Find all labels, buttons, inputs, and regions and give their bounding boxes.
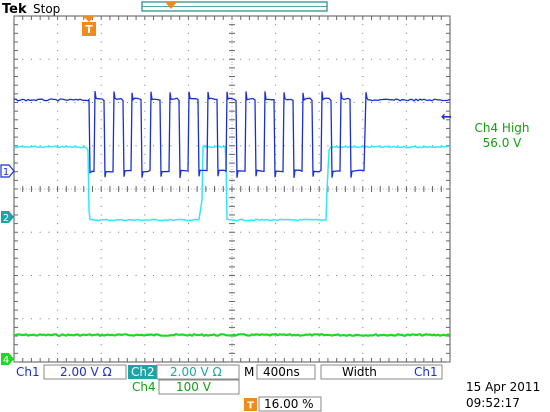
ch2-ground-marker[interactable]: 2	[1, 211, 14, 224]
ch4-trace	[13, 332, 451, 338]
acquisition-status: Stop	[33, 2, 60, 16]
ch1-marker-label: 1	[3, 167, 9, 178]
ch1-label[interactable]: Ch1	[16, 365, 40, 379]
ch4-label[interactable]: Ch4	[132, 380, 156, 394]
ch2-marker-label: 2	[3, 213, 9, 224]
ch4-scale[interactable]: 100 V	[176, 380, 212, 394]
ch1-trace	[13, 91, 451, 178]
tek-logo: Tek	[2, 2, 27, 17]
ch4-marker-label: 4	[3, 355, 9, 366]
trigger-position-icon	[165, 2, 177, 9]
date-display: 15 Apr 2011	[466, 380, 540, 394]
ch4-ground-marker[interactable]: 4	[1, 353, 14, 366]
trigger-point-marker[interactable]: T	[82, 16, 96, 36]
ch2-label[interactable]: Ch2	[131, 365, 155, 379]
trigger-marker-label: T	[85, 23, 93, 36]
graticule	[13, 15, 451, 363]
timebase-prefix: M	[244, 365, 254, 379]
time-display: 09:52:17	[466, 396, 520, 410]
trigger-level-icon[interactable]: ←	[441, 110, 452, 125]
ch1-ground-marker[interactable]: 1	[0, 164, 15, 178]
trigger-position-value: 16.00 %	[264, 397, 314, 411]
measurement-source[interactable]: Ch1	[414, 365, 438, 379]
trigger-position-icon-label: T	[247, 401, 254, 412]
timebase-value[interactable]: 400ns	[263, 365, 300, 379]
trigger-position-readout[interactable]: T 16.00 %	[244, 396, 322, 412]
waveforms	[13, 91, 451, 338]
ch2-trace	[13, 144, 451, 222]
measurement-type[interactable]: Width	[342, 365, 377, 379]
measurement-title: Ch4 High	[474, 121, 529, 135]
record-position-bar[interactable]	[141, 1, 328, 12]
measurement-value: 56.0 V	[483, 136, 523, 150]
ch1-scale[interactable]: 2.00 V Ω	[60, 365, 112, 379]
ch2-scale[interactable]: 2.00 V Ω	[170, 365, 222, 379]
